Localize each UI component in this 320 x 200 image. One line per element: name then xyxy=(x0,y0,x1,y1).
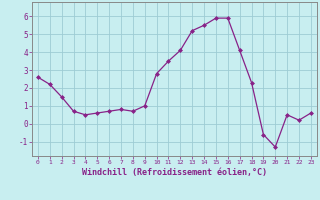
X-axis label: Windchill (Refroidissement éolien,°C): Windchill (Refroidissement éolien,°C) xyxy=(82,168,267,177)
